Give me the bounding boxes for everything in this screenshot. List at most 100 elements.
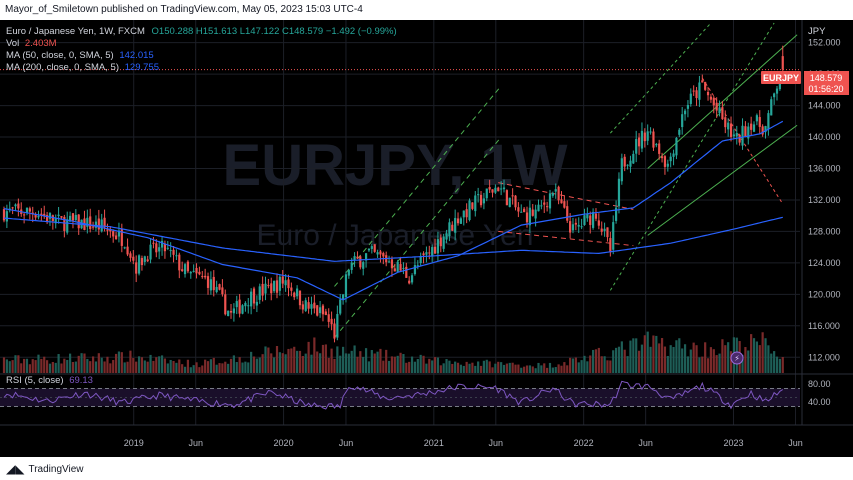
candle-body: [40, 213, 43, 216]
volume-bar: [284, 354, 287, 373]
candle-body: [146, 259, 149, 262]
volume-bar: [528, 365, 531, 373]
candle-body: [89, 216, 92, 229]
chart-svg[interactable]: EURJPY, 1W Euro / Japanese Yen 152.000 14…: [0, 20, 853, 457]
watermark-symbol: EURJPY, 1W: [223, 133, 568, 198]
candle-body: [485, 188, 488, 199]
volume-bar: [741, 354, 744, 373]
candle-body: [132, 256, 135, 261]
candle-body: [554, 189, 557, 192]
candle-body: [204, 275, 207, 278]
volume-bar: [718, 353, 721, 373]
volume-bar: [28, 364, 31, 373]
candle-body: [183, 264, 187, 275]
candle-body: [252, 288, 256, 304]
volume-bar: [109, 363, 112, 373]
earnings-event-icon[interactable]: ⚡: [730, 351, 744, 365]
volume-bar: [247, 362, 250, 373]
chart-area[interactable]: EURJPY, 1W Euro / Japanese Yen 152.000 14…: [0, 20, 853, 457]
volume-bar: [758, 345, 761, 373]
candle-body: [43, 213, 46, 216]
volume-bar: [439, 365, 442, 373]
volume-bar: [316, 351, 319, 373]
candle-body: [347, 269, 350, 276]
volume-bar: [63, 358, 66, 373]
volume-bar: [135, 361, 138, 373]
candle-body: [356, 256, 359, 259]
volume-bar: [778, 358, 781, 373]
rsi-line: [3, 380, 784, 410]
candle-body: [520, 211, 523, 213]
candle-body: [25, 207, 29, 213]
candle-body: [195, 267, 198, 274]
candle-body: [672, 153, 675, 157]
volume-bar: [244, 361, 247, 373]
time-tick-label: Jun: [638, 438, 653, 448]
candle-body: [419, 256, 422, 264]
time-tick-label: 2021: [424, 438, 444, 448]
volume-bar: [255, 358, 258, 373]
volume-bar: [149, 354, 152, 373]
candle-body: [583, 215, 586, 225]
candle-body: [232, 308, 235, 314]
volume-bar: [410, 356, 414, 373]
candle-body: [264, 283, 267, 294]
candle-body: [649, 131, 652, 133]
candle-body: [701, 80, 704, 83]
candle-body: [198, 271, 201, 275]
volume-bar: [114, 353, 118, 373]
time-tick-label: Jun: [489, 438, 504, 448]
volume-bar: [31, 359, 34, 373]
candle-body: [474, 195, 477, 212]
volume-bar: [86, 358, 89, 373]
volume-bar: [293, 346, 296, 373]
volume-bar: [574, 357, 577, 373]
volume-bar: [471, 362, 474, 373]
volume-bar: [655, 335, 658, 373]
volume-bar: [497, 361, 500, 373]
volume-bar: [750, 334, 753, 373]
volume-bar: [71, 362, 75, 373]
candle-body: [137, 255, 141, 274]
candle-body: [712, 97, 715, 106]
candle-body: [557, 186, 560, 201]
volume-bar: [603, 356, 606, 373]
tradingview-logo[interactable]: ◢◣ TradingView: [6, 462, 84, 476]
volume-bar: [155, 357, 158, 373]
volume-bar: [695, 345, 698, 373]
candle-body: [390, 259, 394, 269]
volume-bar: [724, 345, 727, 373]
volume-bar: [43, 356, 46, 373]
candle-body: [91, 226, 95, 228]
candle-body: [497, 187, 500, 192]
volume-bar: [626, 356, 629, 373]
candle-body: [451, 224, 454, 231]
volume-bar: [183, 366, 187, 373]
volume-bar: [198, 367, 201, 373]
volume-bar: [195, 362, 198, 373]
candle-body: [275, 280, 279, 293]
candle-body: [569, 221, 572, 233]
volume-bar: [629, 340, 632, 373]
volume-bar: [646, 331, 649, 373]
volume-bar: [462, 365, 465, 373]
candle-body: [258, 286, 261, 300]
volume-bar: [362, 356, 365, 373]
candle-body: [428, 252, 431, 254]
candle-body: [244, 302, 247, 307]
volume-bar: [160, 355, 164, 373]
candle-body: [57, 214, 60, 217]
price-tag-countdown: 01:56:20: [808, 84, 843, 94]
volume-bar: [146, 361, 149, 373]
candle-body: [761, 126, 764, 135]
price-tick-label: 120.000: [808, 289, 841, 299]
volume-bar: [158, 356, 161, 373]
candle-body: [566, 206, 569, 221]
candle-body: [140, 257, 144, 266]
volume-bar: [652, 335, 655, 373]
price-tick-label: 116.000: [808, 321, 840, 331]
volume-bar: [232, 355, 235, 373]
volume-bar: [373, 353, 376, 373]
volume-bar: [252, 356, 256, 373]
volume-bar: [764, 338, 767, 373]
